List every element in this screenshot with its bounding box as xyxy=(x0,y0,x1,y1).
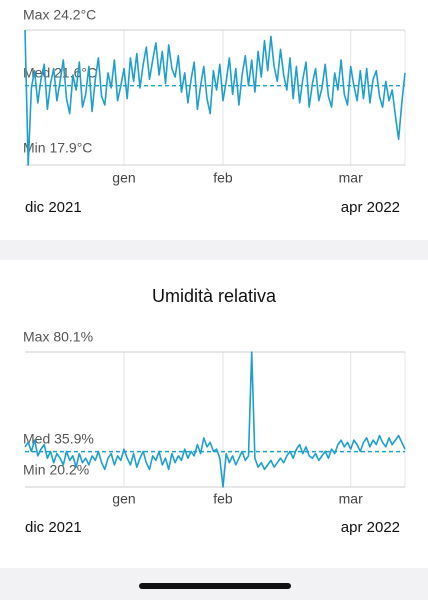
x-tick-label: feb xyxy=(213,170,233,186)
y-tick-label: Max 24.2°C xyxy=(23,7,96,23)
data-line xyxy=(24,29,406,166)
x-tick-label: gen xyxy=(112,491,135,507)
home-indicator xyxy=(139,583,291,589)
mean-label: Med 35.9% xyxy=(23,430,94,446)
y-tick-label: Min 20.2% xyxy=(23,462,89,478)
y-tick-label: Max 80.1% xyxy=(23,329,93,345)
separator xyxy=(0,240,428,260)
range-label: apr 2022 xyxy=(341,519,400,536)
x-tick-label: mar xyxy=(339,491,363,507)
range-label: dic 2021 xyxy=(25,199,82,216)
x-tick-label: mar xyxy=(339,170,363,186)
range-label: apr 2022 xyxy=(341,199,400,216)
chart-title: Umidità relativa xyxy=(152,286,277,306)
y-tick-label: Min 17.9°C xyxy=(23,140,92,156)
x-tick-label: gen xyxy=(112,170,135,186)
data-line xyxy=(24,351,406,488)
x-tick-label: feb xyxy=(213,491,233,507)
range-label: dic 2021 xyxy=(25,519,82,536)
